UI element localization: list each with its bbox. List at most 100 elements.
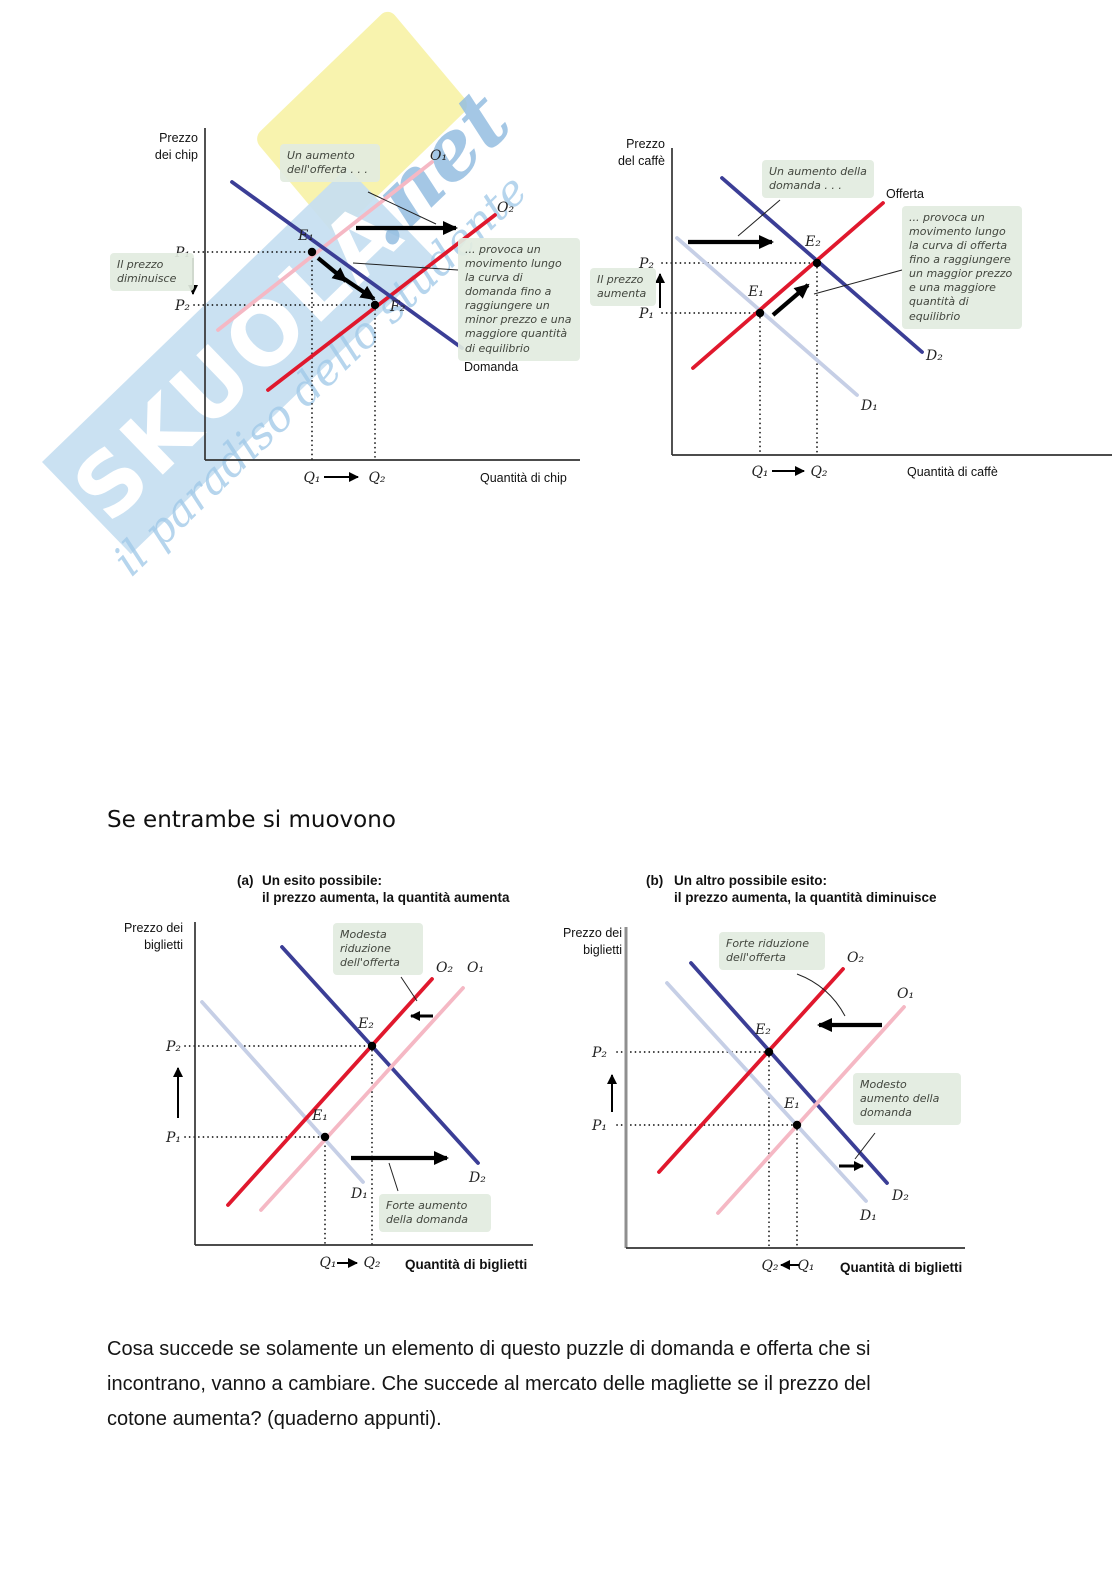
demand-note-leader [854,1132,876,1160]
paragraph-line: incontrano, vanno a cambiare. Che succed… [107,1373,871,1395]
panel-title-line2: il prezzo aumenta, la quantità diminuisc… [674,890,937,905]
supply-note-leader [400,976,418,1002]
label-o1: O₁ [467,960,484,976]
label-p2: P₂ [165,1039,181,1055]
demand-curve-d1 [665,981,868,1203]
label-o2: O₂ [497,200,514,216]
equilibrium-point-e1 [755,308,765,318]
label-d1: D₁ [350,1186,368,1202]
guide-lines [616,1051,798,1249]
movement-note-leader [352,262,459,271]
supply-curve-o1 [716,1005,906,1215]
panel-label: (a) [237,873,254,888]
y-axis-label-line1: Prezzo [626,137,665,151]
movement-note-leader [813,269,903,295]
label-o2: O₂ [436,960,453,976]
label-p1: P₁ [638,306,654,322]
paragraph-line: cotone aumenta? (quaderno appunti). [107,1408,442,1430]
supply-curve-o1 [259,986,465,1212]
panel-title-line1: Un esito possibile: [262,873,383,888]
label-p1: P₁ [591,1118,607,1134]
note-demand-shift: Forte aumento della domanda [379,1194,491,1233]
note-movement: ... provoca un movimento lungo la curva … [458,238,580,361]
label-o1: O₁ [897,986,914,1002]
panel-title-line2: il prezzo aumenta, la quantità aumenta [262,890,510,905]
label-q2: Q₂ [761,1258,778,1274]
note-price-change: Il prezzo diminuisce [110,253,194,292]
chart-chips: Prezzo dei chip Quantità di chip E₁ F₂ P… [100,118,590,498]
label-q2: Q₂ [368,470,385,486]
label-e1: E₁ [783,1096,800,1112]
label-e2: E₂ [754,1022,771,1038]
demand-curve-d2 [720,176,924,354]
y-axis-label-line2: dei chip [155,148,198,162]
chart-tickets-b: Prezzo dei biglietti Quantità di bigliet… [545,870,1015,1290]
note-supply-shift: Modesta riduzione dell'offerta [333,923,423,976]
demand-curve-d1 [675,236,859,397]
y-axis-label-line2: biglietti [583,943,622,957]
label-p2: P₂ [174,298,190,314]
supply-note-leader [796,973,846,1017]
x-axis-label: Quantità di biglietti [840,1260,962,1275]
demand-curve-d2 [689,961,889,1185]
label-e2: E₂ [804,234,821,250]
equilibrium-point-e1 [307,247,317,257]
demand-curve-d1 [200,1000,365,1184]
equilibrium-point-e2 [764,1047,774,1057]
label-q2: Q₂ [810,464,827,480]
supply-curve [691,201,885,370]
label-domanda: Domanda [464,360,518,374]
y-axis-label-line1: Prezzo dei [563,926,622,940]
label-o1: O₁ [430,148,447,164]
equilibrium-point-e2 [367,1041,377,1051]
panel-title-line1: Un altro possibile esito: [674,873,828,888]
equilibrium-point-e2 [812,258,822,268]
note-demand-shift: Modesto aumento della domanda [853,1073,961,1126]
label-d2: D₂ [468,1170,486,1186]
demand-note-leader [388,1162,399,1192]
label-q1: Q₁ [751,464,768,480]
label-q1: Q₁ [797,1258,814,1274]
label-e1: E₁ [297,228,314,244]
note-demand-shift: Un aumento della domanda . . . [762,160,874,199]
note-movement: ... provoca un movimento lungo la curva … [902,206,1022,329]
label-d1: D₁ [859,1208,877,1224]
y-axis-label-line2: del caffè [618,154,665,168]
label-e1: E₁ [747,284,764,300]
note-price-change: Il prezzo aumenta [590,268,656,307]
equilibrium-point-e1 [792,1120,802,1130]
equilibrium-point-f2 [370,300,380,310]
label-e2: E₂ [357,1016,374,1032]
x-axis-label: Quantità di caffè [907,465,998,479]
label-f2: F₂ [389,299,406,315]
section-heading: Se entrambe si muovono [107,807,396,833]
panel-label: (b) [646,873,664,888]
supply-curve-o2 [226,977,434,1207]
panel-title: Un altro possibile esito: il prezzo aume… [674,872,937,906]
label-offerta: Offerta [886,187,924,201]
chart-coffee: Prezzo del caffè Quantità di caffè Offer… [580,118,1116,498]
label-o2: O₂ [847,950,864,966]
label-q1: Q₁ [319,1255,336,1271]
label-q2: Q₂ [363,1255,380,1271]
note-supply-shift: Forte riduzione dell'offerta [719,932,825,971]
label-e1: E₁ [311,1108,328,1124]
supply-curve-o2 [657,967,845,1174]
guide-lines [184,1045,373,1246]
paragraph-line: Cosa succede se solamente un elemento di… [107,1338,871,1360]
shift-note-leader [367,191,437,225]
label-d1: D₁ [860,398,878,414]
label-q1: Q₁ [303,470,320,486]
x-axis-label: Quantità di biglietti [405,1257,527,1272]
note-supply-shift: Un aumento dell'offerta . . . [280,144,380,183]
label-p2: P₂ [591,1045,607,1061]
label-d2: D₂ [891,1188,909,1204]
question-paragraph: Cosa succede se solamente un elemento di… [107,1332,871,1437]
label-d2: D₂ [925,348,943,364]
movement-arrow [771,283,810,317]
demand-curve-d2 [280,945,480,1165]
equilibrium-point-e1 [320,1132,330,1142]
shift-note-leader [737,199,781,237]
panel-title: Un esito possibile: il prezzo aumenta, l… [262,872,510,906]
